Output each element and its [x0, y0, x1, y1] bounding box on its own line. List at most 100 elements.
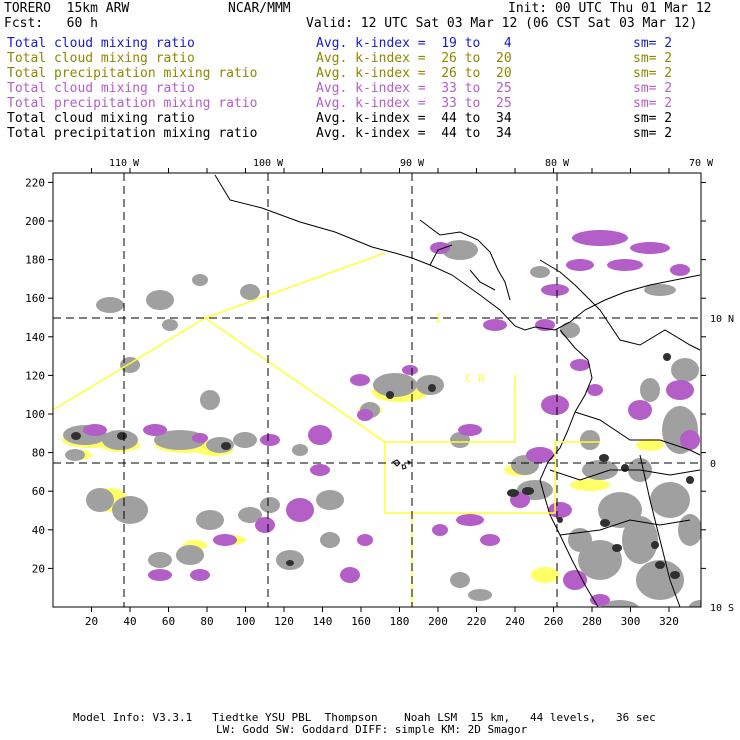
cloud-area [316, 490, 344, 510]
heavy-cloud-core [221, 442, 231, 450]
cloud-area [636, 560, 684, 600]
cloud-area [530, 266, 550, 278]
cloud-area [644, 284, 676, 296]
precip-area [563, 570, 587, 590]
x-tick-label: 140 [313, 615, 333, 628]
precip-area [456, 514, 484, 526]
y-tick-label: 120 [25, 369, 45, 382]
cloud-area [162, 319, 178, 331]
cloud-area [112, 496, 148, 524]
heavy-cloud-core [557, 517, 563, 523]
legend-field: Total cloud mixing ratio [7, 51, 195, 66]
precip-area [213, 534, 237, 546]
x-tick-label: 60 [162, 615, 175, 628]
cloud-fields [62, 230, 701, 607]
precip-area [541, 284, 569, 296]
x-tick-label: 180 [390, 615, 410, 628]
precip-area [286, 498, 314, 522]
precip-area [192, 433, 208, 443]
precip-area [432, 524, 448, 536]
x-tick-label: 240 [505, 615, 525, 628]
precip-area [526, 447, 554, 463]
legend-field: Total cloud mixing ratio [7, 111, 195, 126]
heavy-cloud-core [663, 353, 671, 361]
cloud-area [102, 430, 138, 450]
model-title: TORERO 15km ARW [4, 1, 130, 16]
precip-area [357, 409, 373, 421]
x-tick-label: 160 [351, 615, 371, 628]
coastlines [214, 174, 701, 607]
heavy-cloud-core [286, 560, 294, 566]
precip-area [430, 242, 450, 254]
legend-sm: sm= 2 [633, 36, 673, 51]
y-tick-label: 180 [25, 254, 45, 267]
cloud-area [260, 497, 280, 513]
x-tick-label: 220 [467, 615, 487, 628]
cloud-area [238, 507, 262, 523]
x-tick-label: 300 [621, 615, 641, 628]
organization-label: NCAR/MMM [228, 1, 291, 16]
cloud-area [582, 460, 618, 480]
legend-field: Total cloud mixing ratio [7, 81, 195, 96]
x-tick-label: 100 [236, 615, 256, 628]
cloud-area [154, 430, 206, 450]
legend-index: Avg. k-index = 44 to 34 [316, 111, 512, 126]
cloud-area [560, 322, 580, 338]
heavy-cloud-core [686, 476, 694, 484]
precip-area [458, 424, 482, 436]
precip-area [143, 424, 167, 436]
heavy-cloud-core [507, 489, 519, 497]
precip-area [566, 259, 594, 271]
x-tick-label: 20 [85, 615, 98, 628]
precip-area [148, 569, 172, 581]
forecast-hour: Fcst: 60 h [4, 16, 98, 31]
legend-sm: sm= 2 [633, 51, 673, 66]
latitude-label: 0 [710, 459, 716, 470]
heavy-cloud-core [522, 487, 534, 495]
model-info: Model Info: V3.3.1 Tiedtke YSU PBL Thomp… [73, 711, 656, 724]
init-time: Init: 00 UTC Thu 01 Mar 12 [508, 1, 712, 16]
x-tick-label: 80 [200, 615, 213, 628]
cloud-area [468, 589, 492, 601]
legend-sm: sm= 2 [633, 126, 673, 141]
region-label-i: I [435, 312, 442, 325]
x-tick-label: 40 [123, 615, 136, 628]
y-tick-label: 160 [25, 292, 45, 305]
precip-area [340, 567, 360, 583]
cloud-area [450, 432, 470, 448]
precip-area [607, 259, 643, 271]
x-tick-label: 280 [582, 615, 602, 628]
region-label-cr: C R [465, 372, 485, 385]
axes: 20 40 60 80 100 120 140 160 180 200 220 240 260 280 30… [25, 158, 734, 628]
legend-index: Avg. k-index = 26 to 20 [316, 66, 512, 81]
legend-sm: sm= 2 [633, 96, 673, 111]
y-tick-label: 200 [25, 215, 45, 228]
y-tick-label: 40 [32, 524, 45, 537]
x-tick-label: 120 [274, 615, 294, 628]
precip-area [402, 365, 418, 375]
precip-area [190, 569, 210, 581]
y-tick-label: 60 [32, 485, 45, 498]
legend-sm: sm= 2 [633, 111, 673, 126]
heavy-cloud-core [428, 384, 436, 392]
lat-lon-grid [53, 173, 701, 607]
precip-area [666, 380, 694, 400]
valid-time: Valid: 12 UTC Sat 03 Mar 12 (06 CST Sat … [306, 16, 698, 31]
cloud-area [233, 432, 257, 448]
legend-index: Avg. k-index = 33 to 25 [316, 81, 512, 96]
heavy-cloud-core [599, 454, 609, 462]
cloud-area [650, 482, 690, 518]
precip-area [548, 502, 572, 518]
heavy-cloud-core [655, 561, 665, 569]
precip-area [308, 425, 332, 445]
precip-area [570, 359, 590, 371]
heavy-cloud-core [651, 541, 659, 549]
cloud-area [598, 492, 642, 528]
cloud-area [578, 540, 622, 580]
cloud-area [96, 297, 124, 313]
precip-area [357, 534, 373, 546]
precip-area [310, 464, 330, 476]
precip-area [350, 374, 370, 386]
legend-index: Avg. k-index = 44 to 34 [316, 126, 512, 141]
longitude-label: 100 W [253, 158, 284, 169]
